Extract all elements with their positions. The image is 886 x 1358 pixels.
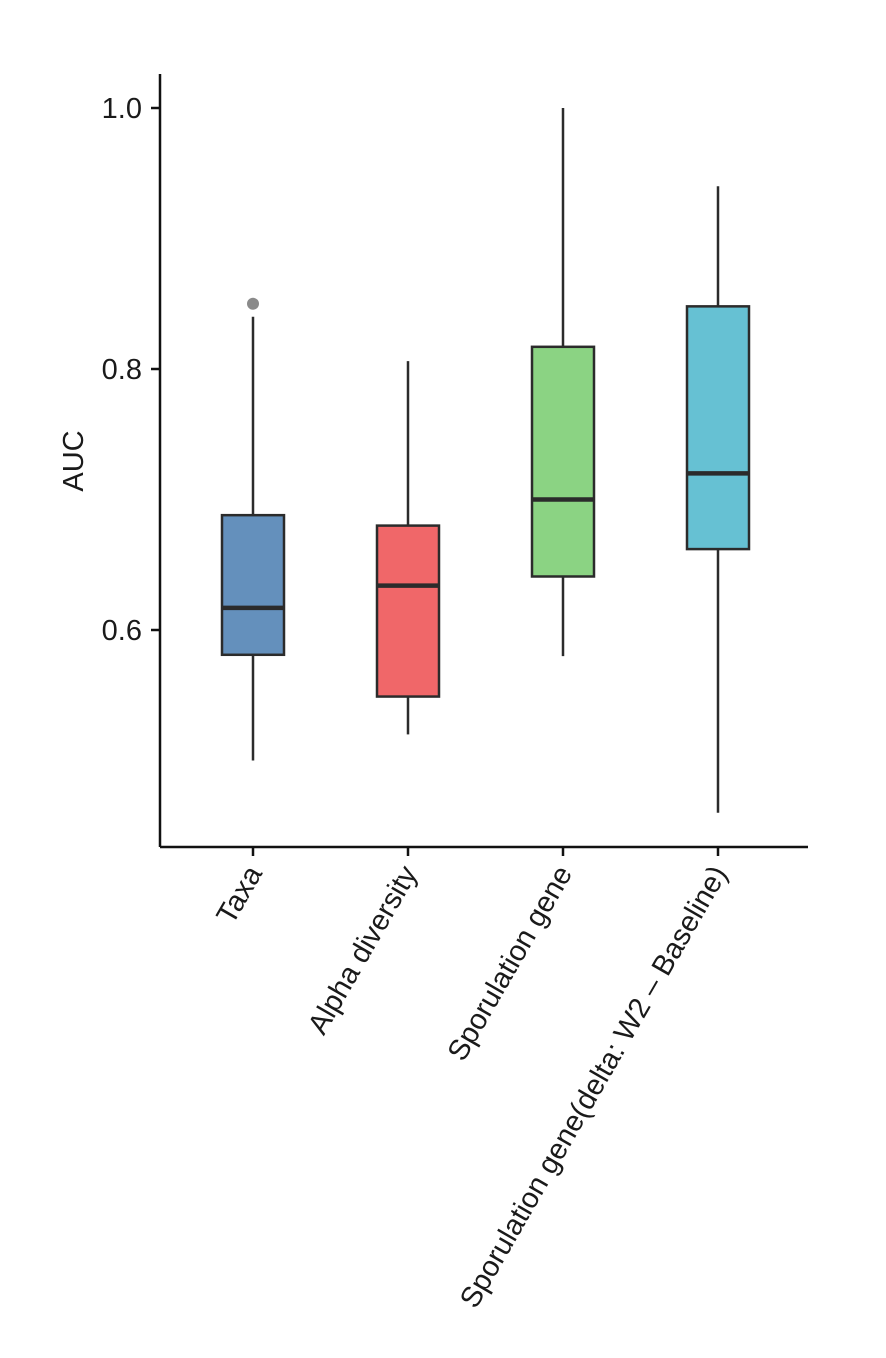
axes — [158, 74, 808, 849]
box-group — [530, 108, 596, 657]
x-category-label: Taxa — [211, 860, 270, 930]
box-iqr — [530, 345, 596, 578]
y-tick-label: 1.0 — [102, 93, 142, 125]
plot-area — [220, 108, 751, 813]
y-tick-label: 0.6 — [102, 615, 142, 647]
box-iqr — [685, 305, 751, 551]
y-axis-ticks: 0.6 0.8 1.0 — [102, 93, 160, 647]
x-category-label: Alpha diversity — [302, 860, 424, 1040]
x-category-label: Sporulation gene — [442, 861, 579, 1067]
x-category-label: Sporulation gene(delta: W2 – Baseline) — [454, 861, 734, 1314]
box-group — [375, 361, 441, 735]
x-axis-ticks: Taxa Alpha diversity Sporulation geneSporu… — [211, 847, 734, 1313]
y-tick-label: 0.8 — [102, 354, 142, 386]
box-group — [220, 297, 286, 761]
box-iqr — [220, 513, 286, 657]
outlier-point — [247, 297, 259, 310]
box-group — [685, 186, 751, 813]
box-iqr — [375, 524, 441, 698]
y-axis-title: AUC — [58, 430, 90, 491]
